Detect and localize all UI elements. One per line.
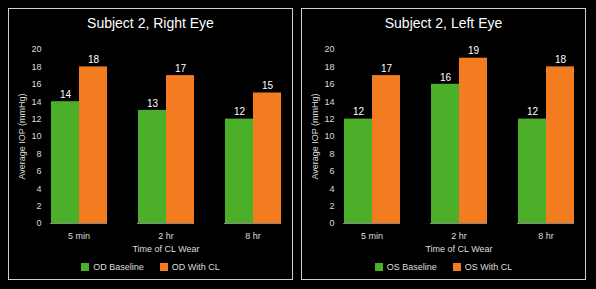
svg-text:17: 17 — [175, 63, 187, 74]
svg-text:14: 14 — [324, 97, 334, 107]
svg-text:Time of CL Wear: Time of CL Wear — [425, 244, 492, 254]
html-text:OD Baseline: OD Baseline — [93, 262, 144, 272]
svg-text:2 hr: 2 hr — [158, 231, 174, 241]
html-text:Subject 2, Left Eye: Subject 2, Left Eye — [384, 15, 503, 31]
html-text:OS Baseline: OS Baseline — [386, 262, 437, 272]
svg-text:8 hr: 8 hr — [245, 231, 261, 241]
svg-text:10: 10 — [324, 131, 334, 141]
svg-text:16: 16 — [31, 79, 41, 89]
svg-text:0: 0 — [329, 218, 334, 228]
svg-text:14: 14 — [60, 89, 72, 100]
svg-text:18: 18 — [31, 62, 41, 72]
svg-text:5 min: 5 min — [68, 231, 90, 241]
svg-text:8 hr: 8 hr — [538, 231, 554, 241]
svg-text:12: 12 — [324, 114, 334, 124]
svg-text:8: 8 — [36, 149, 41, 159]
html-text:OS With CL: OS With CL — [464, 262, 513, 272]
svg-text:6: 6 — [329, 166, 334, 176]
svg-text:12: 12 — [353, 106, 365, 117]
svg-text:12: 12 — [527, 106, 539, 117]
svg-text:13: 13 — [147, 98, 159, 109]
svg-text:18: 18 — [555, 54, 567, 65]
svg-text:12: 12 — [234, 106, 246, 117]
svg-text:18: 18 — [88, 54, 100, 65]
svg-text:12: 12 — [31, 114, 41, 124]
svg-text:2 hr: 2 hr — [451, 231, 467, 241]
svg-text:4: 4 — [36, 184, 41, 194]
html-text:OD With CL: OD With CL — [171, 262, 220, 272]
svg-text:2: 2 — [329, 201, 334, 211]
svg-text:20: 20 — [31, 44, 41, 54]
svg-text:Average IOP (mmHg): Average IOP (mmHg) — [17, 93, 27, 179]
svg-text:17: 17 — [381, 63, 393, 74]
svg-text:Time of CL Wear: Time of CL Wear — [132, 244, 199, 254]
svg-text:5 min: 5 min — [361, 231, 383, 241]
svg-text:2: 2 — [36, 201, 41, 211]
svg-text:4: 4 — [329, 184, 334, 194]
svg-text:20: 20 — [324, 44, 334, 54]
svg-text:8: 8 — [329, 149, 334, 159]
svg-text:Average IOP (mmHg): Average IOP (mmHg) — [310, 93, 320, 179]
svg-text:16: 16 — [324, 79, 334, 89]
svg-text:10: 10 — [31, 131, 41, 141]
svg-text:14: 14 — [31, 97, 41, 107]
svg-text:15: 15 — [262, 80, 274, 91]
svg-text:16: 16 — [440, 72, 452, 83]
svg-text:6: 6 — [36, 166, 41, 176]
html-text:Subject 2, Right Eye: Subject 2, Right Eye — [87, 15, 214, 31]
svg-text:0: 0 — [36, 218, 41, 228]
svg-text:19: 19 — [468, 45, 480, 56]
svg-text:18: 18 — [324, 62, 334, 72]
